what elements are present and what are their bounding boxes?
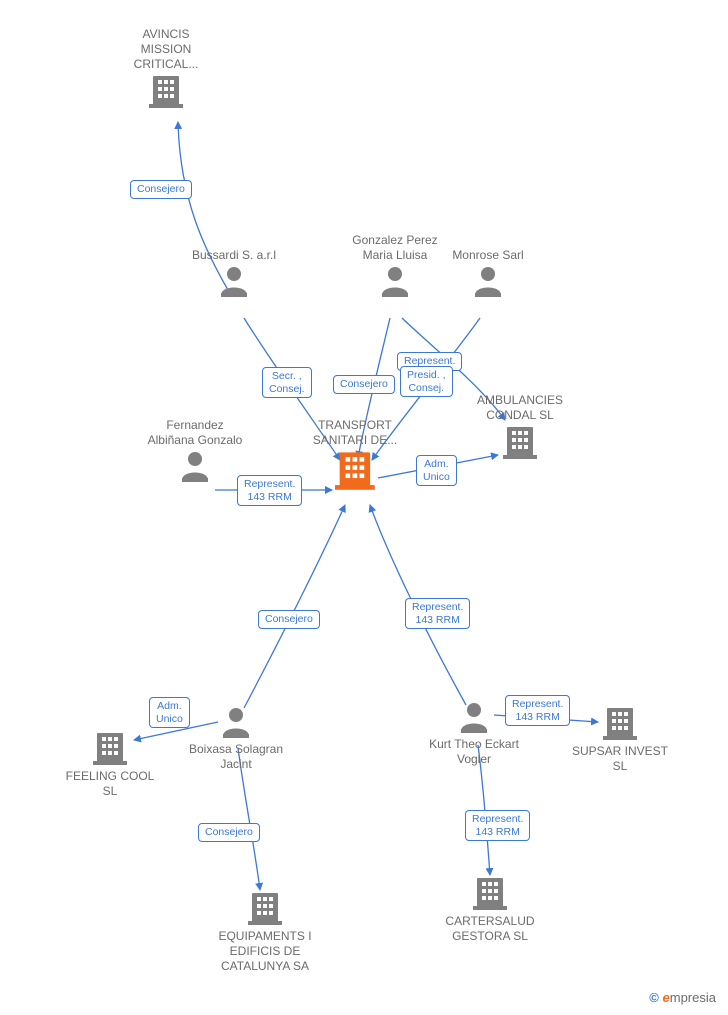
building-icon [93,731,127,765]
building-icon [473,876,507,910]
node-cartersalud[interactable]: CARTERSALUD GESTORA SL [425,876,555,944]
person-icon [473,265,503,297]
edge-kurt-transport [370,505,466,705]
edge-bussardi-avincis [178,122,228,290]
edge-boixasa-transport [244,505,345,708]
node-transport[interactable]: TRANSPORT SANITARI DE... [300,418,410,490]
node-label: AMBULANCIES CONDAL SL [458,393,582,423]
edge-kurt-cartersalud [478,745,490,875]
node-monrose[interactable]: Monrose Sarl [438,248,538,297]
node-label: Kurt Theo Eckart Vogler [424,737,524,767]
brand-rest: mpresia [670,990,716,1005]
building-icon [149,74,183,108]
person-icon [219,265,249,297]
node-ambulancies[interactable]: AMBULANCIES CONDAL SL [458,393,582,459]
node-avincis[interactable]: AVINCIS MISSION CRITICAL... [116,27,216,108]
edges-layer [0,0,728,1015]
node-kurt[interactable]: Kurt Theo Eckart Vogler [424,701,524,767]
edge-transport-ambulancies [378,455,498,478]
edge-label-12: Represent. 143 RRM [465,810,530,841]
node-label: SUPSAR INVEST SL [570,744,670,774]
node-feeling[interactable]: FEELING COOL SL [60,731,160,799]
edge-label-11: Represent. 143 RRM [505,695,570,726]
node-label: Fernandez Albiñana Gonzalo [145,418,245,448]
edge-label-3: Represent. [397,352,462,371]
node-label: AVINCIS MISSION CRITICAL... [116,27,216,72]
node-label: CARTERSALUD GESTORA SL [425,914,555,944]
node-label: EQUIPAMENTS I EDIFICIS DE CATALUNYA SA [200,929,330,974]
edge-label-1: Secr. , Consej. [262,367,312,398]
node-label: Monrose Sarl [438,248,538,263]
edge-monrose-transport [372,318,480,460]
node-gonzalez[interactable]: Gonzalez Perez Maria Lluisa [345,233,445,297]
node-label: FEELING COOL SL [60,769,160,799]
node-supsar[interactable]: SUPSAR INVEST SL [570,706,670,774]
edge-label-9: Consejero [198,823,260,842]
building-icon [603,706,637,740]
edge-label-6: Adm. Unico [416,455,457,486]
edge-label-10: Represent. 143 RRM [405,598,470,629]
node-label: Gonzalez Perez Maria Lluisa [345,233,445,263]
edge-label-2: Consejero [333,375,395,394]
edge-kurt-supsar [494,715,598,722]
person-icon [221,706,251,738]
edge-gonzalez-ambulancies [402,318,505,420]
copyright-symbol: © [649,990,659,1005]
node-label: Bussardi S. a.r.l [184,248,284,263]
person-icon [459,701,489,733]
building-icon [248,891,282,925]
edge-gonzalez-transport [358,318,390,458]
node-equipaments[interactable]: EQUIPAMENTS I EDIFICIS DE CATALUNYA SA [200,891,330,974]
node-fernandez[interactable]: Fernandez Albiñana Gonzalo [145,418,245,482]
edge-label-0: Consejero [130,180,192,199]
person-icon [180,450,210,482]
node-boixasa[interactable]: Boixasa Solagran Jacint [186,706,286,772]
edge-label-8: Adm. Unico [149,697,190,728]
edge-label-7: Consejero [258,610,320,629]
node-label: TRANSPORT SANITARI DE... [300,418,410,448]
brand-e: e [663,990,670,1005]
building-icon [335,450,375,490]
edge-label-5: Represent. 143 RRM [237,475,302,506]
edge-label-4: Presid. , Consej. [400,366,453,397]
copyright: © empresia [649,990,716,1005]
person-icon [380,265,410,297]
edge-boixasa-feeling [134,722,218,740]
diagram-canvas: Consejero Secr. , Consej. Consejero Repr… [0,0,728,1015]
edge-boixasa-equipaments [238,748,260,890]
edge-bussardi-transport [244,318,340,460]
node-bussardi[interactable]: Bussardi S. a.r.l [184,248,284,297]
node-label: Boixasa Solagran Jacint [186,742,286,772]
building-icon [503,425,537,459]
